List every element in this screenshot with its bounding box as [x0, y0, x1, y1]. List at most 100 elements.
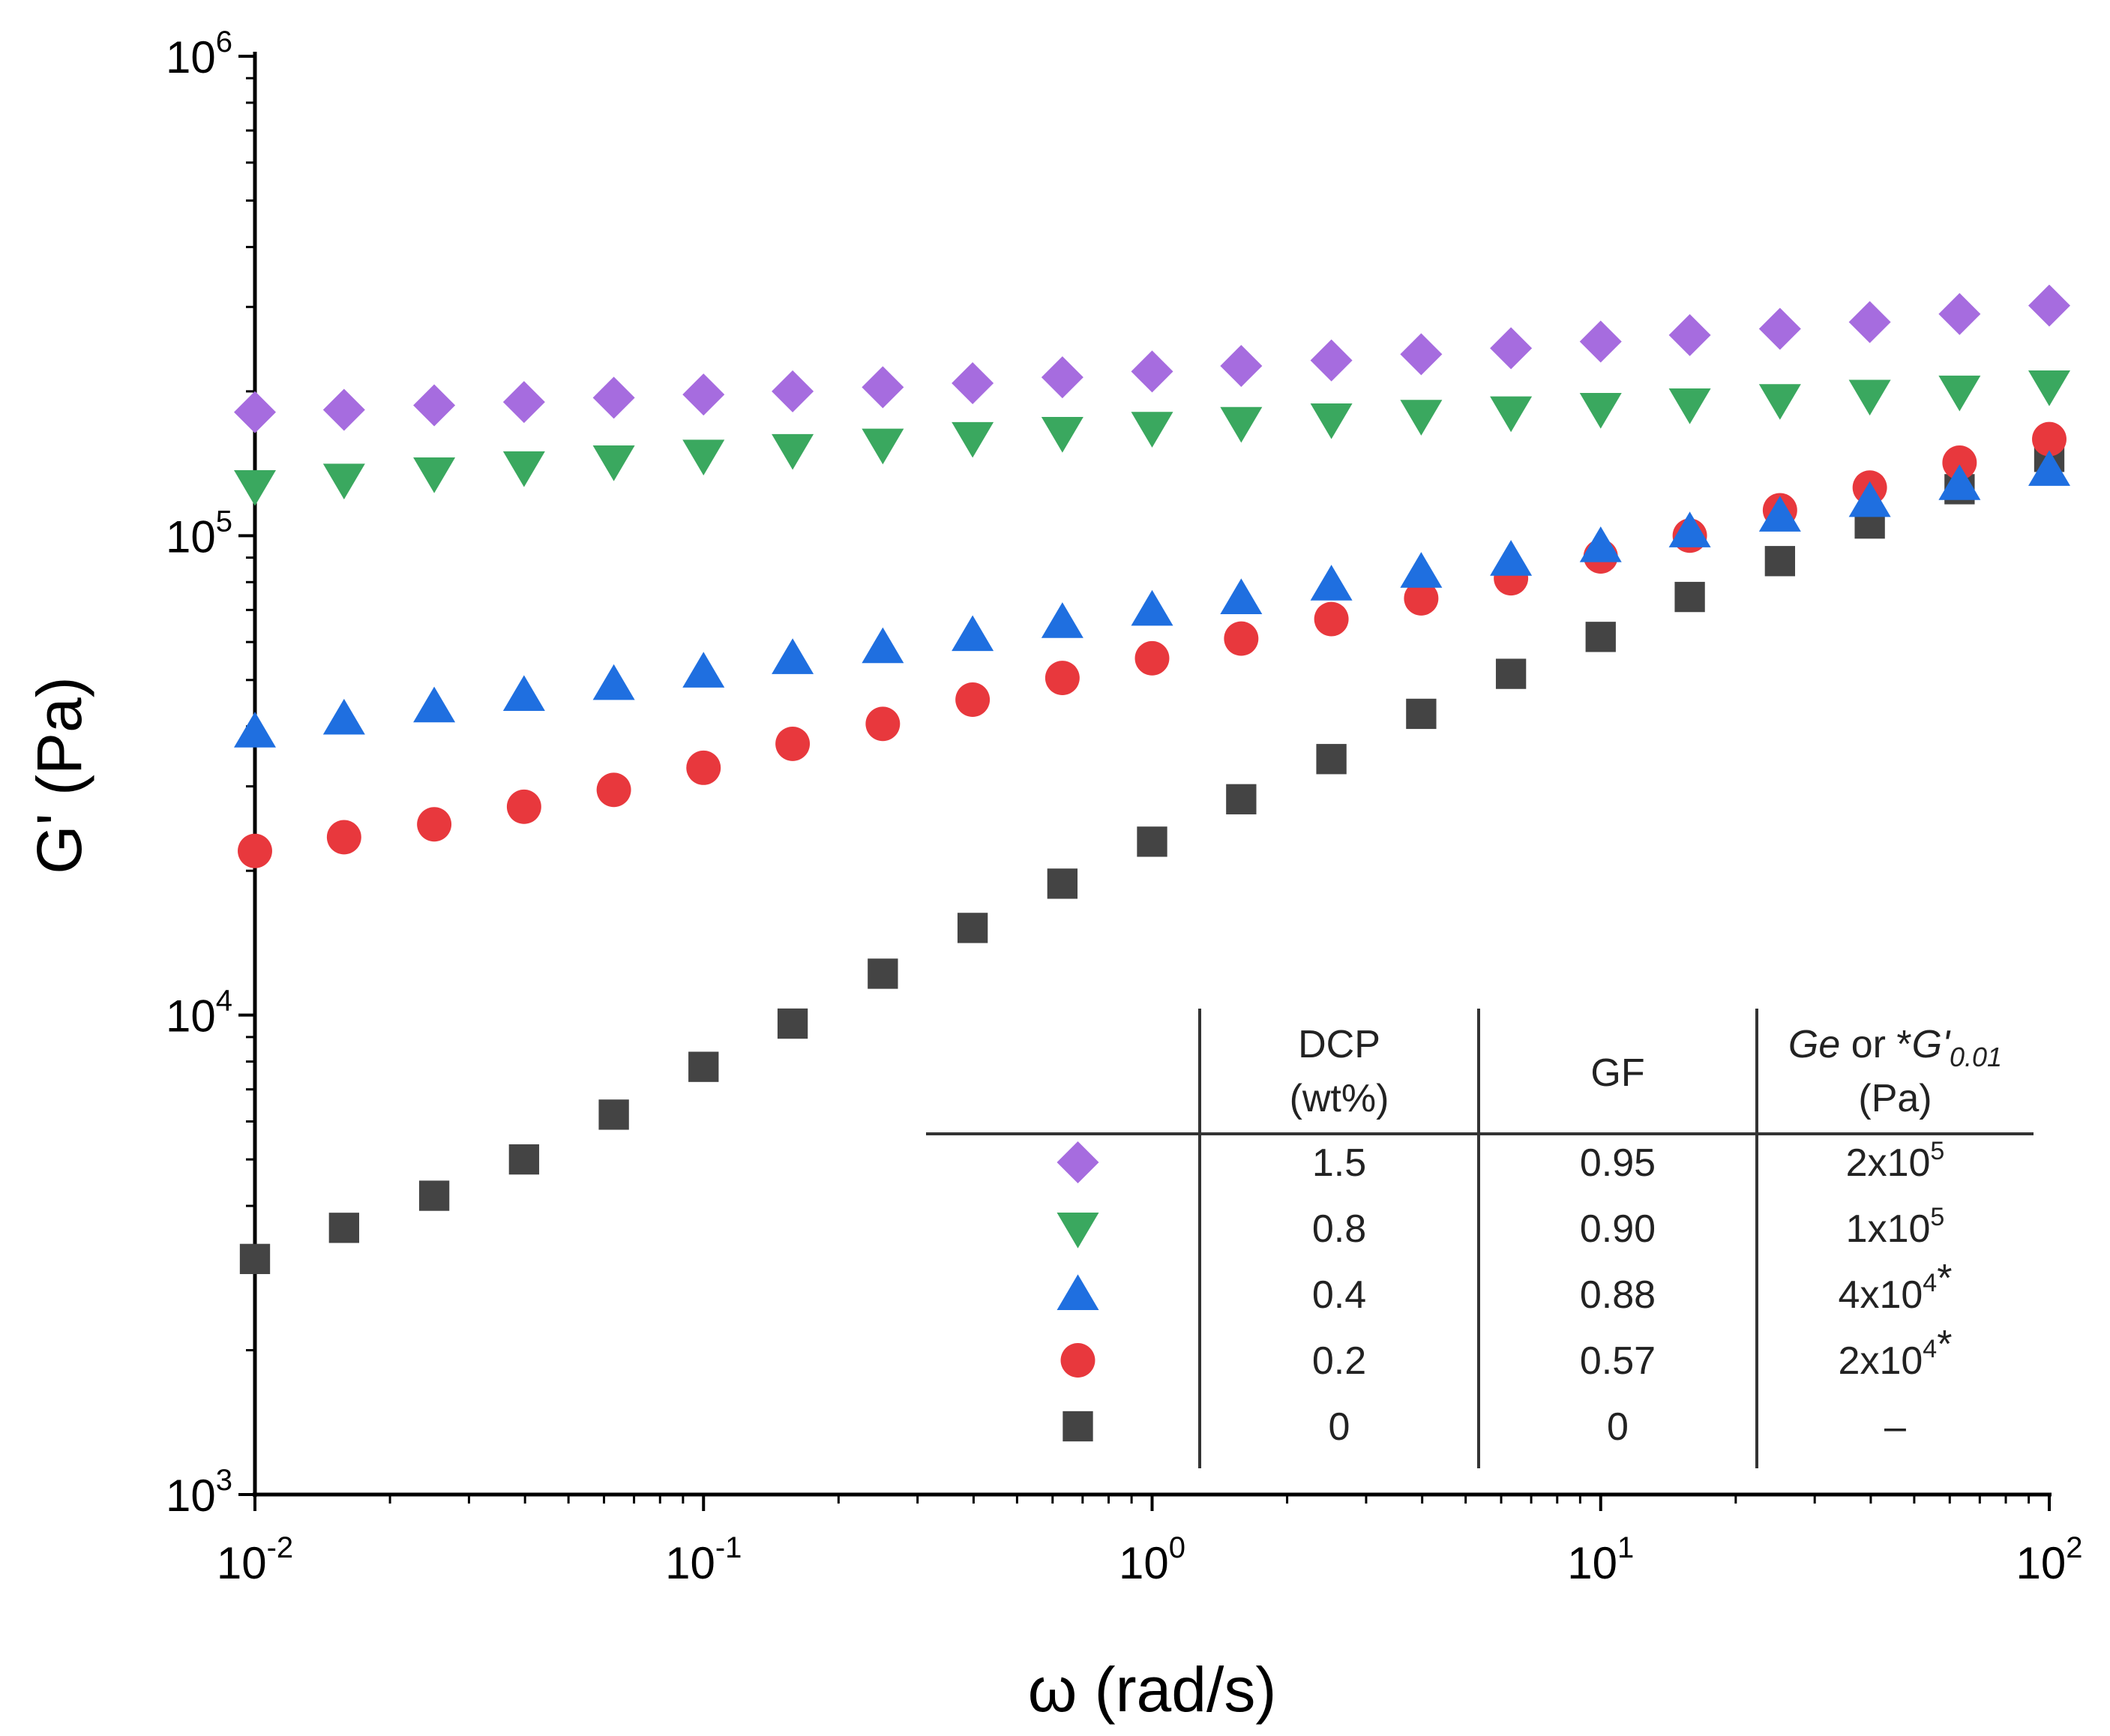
data-point: [1220, 578, 1263, 614]
data-point: [508, 1144, 540, 1175]
data-point: [1400, 400, 1443, 436]
data-point: [1041, 416, 1083, 453]
data-point: [234, 469, 276, 506]
series-circle: [238, 421, 2067, 868]
table-row: 0.8 0.90 1x105: [1056, 1203, 1945, 1251]
data-point: [1131, 350, 1173, 393]
data-point: [234, 391, 276, 433]
y-tick-label: 105: [166, 505, 232, 562]
data-point: [1848, 301, 1891, 343]
cell-dcp: 0: [1329, 1405, 1350, 1449]
data-point: [952, 615, 994, 652]
x-tick-label: 100: [1119, 1531, 1185, 1588]
legend-marker: [1062, 1411, 1093, 1442]
cell-ge: 2x105: [1846, 1137, 1945, 1185]
data-point: [1490, 327, 1533, 370]
data-point: [1041, 602, 1083, 638]
data-point: [868, 958, 898, 989]
y-axis-title: G' (Pa): [24, 676, 94, 874]
series-triangle-down: [234, 370, 2070, 506]
data-point: [1758, 307, 1801, 350]
data-point: [1758, 384, 1801, 420]
data-point: [1404, 580, 1439, 616]
data-point: [865, 706, 901, 742]
data-point: [1579, 526, 1622, 562]
data-point: [772, 370, 814, 412]
cell-gf: 0.90: [1580, 1207, 1656, 1251]
data-point: [1220, 344, 1263, 387]
axes: 10-2 10-1 100 101 102 103 104 105 106: [166, 25, 2083, 1588]
data-point: [952, 421, 994, 458]
data-point: [862, 366, 904, 409]
data-point: [592, 445, 635, 481]
data-point: [1220, 406, 1263, 443]
data-point: [322, 463, 365, 499]
y-tick-label: 103: [166, 1464, 232, 1521]
legend-marker: [1056, 1274, 1099, 1310]
data-point: [1579, 393, 1622, 429]
legend-table: DCP (wt%) GF Ge or *G'0.01 (Pa) 1.5 0.95 2x105 0…: [926, 1009, 2034, 1468]
data-point: [413, 457, 456, 493]
data-points: [234, 284, 2070, 1275]
data-point: [952, 361, 994, 404]
data-point: [1848, 379, 1891, 416]
data-point: [1316, 744, 1347, 775]
data-point: [2028, 370, 2070, 406]
data-point: [1495, 658, 1527, 689]
data-point: [1585, 622, 1616, 652]
data-point: [862, 428, 904, 465]
series-diamond: [234, 284, 2070, 433]
x-tick-label: 102: [2016, 1531, 2083, 1588]
data-point: [2028, 450, 2070, 486]
data-point: [1942, 445, 1977, 480]
cell-gf: 0.57: [1580, 1339, 1656, 1383]
cell-ge: –: [1884, 1405, 1906, 1449]
data-point: [418, 1180, 450, 1211]
data-point: [2032, 421, 2067, 457]
data-point: [688, 1051, 719, 1082]
header-dcp: DCP: [1298, 1023, 1380, 1066]
cell-dcp: 0.2: [1312, 1339, 1366, 1383]
data-point: [772, 638, 814, 674]
data-point: [326, 820, 361, 855]
cell-ge: 2x104*: [1839, 1323, 1953, 1383]
data-point: [1579, 320, 1622, 363]
x-tick-label: 101: [1567, 1531, 1634, 1588]
data-point: [682, 373, 725, 416]
data-point: [775, 726, 811, 761]
cell-gf: 0.88: [1580, 1273, 1656, 1317]
legend-marker: [1056, 1141, 1099, 1183]
data-point: [957, 913, 988, 943]
series-triangle-up: [234, 450, 2070, 748]
data-point: [1490, 396, 1533, 433]
data-point: [322, 698, 365, 735]
data-point: [598, 1099, 629, 1130]
data-point: [506, 789, 541, 824]
data-point: [1400, 333, 1443, 376]
data-point: [1134, 640, 1170, 676]
legend-marker: [1060, 1343, 1095, 1378]
y-tick-label: 106: [166, 25, 232, 82]
series-square: [239, 442, 2065, 1275]
table-row: 1.5 0.95 2x105: [1056, 1137, 1945, 1185]
data-point: [1314, 601, 1349, 637]
header-ge-unit: (Pa): [1858, 1077, 1932, 1120]
data-point: [328, 1213, 360, 1243]
data-point: [1310, 403, 1353, 439]
cell-gf: 0.95: [1580, 1141, 1656, 1185]
data-point: [592, 376, 635, 419]
data-point: [686, 750, 721, 785]
cell-ge: 1x105: [1846, 1203, 1945, 1251]
data-point: [777, 1008, 808, 1039]
data-point: [1764, 546, 1796, 577]
data-point: [322, 388, 365, 431]
data-point: [1224, 621, 1259, 656]
cell-dcp: 0.4: [1312, 1273, 1366, 1317]
data-point: [1938, 375, 1981, 412]
data-point: [955, 682, 991, 717]
data-point: [682, 652, 725, 688]
table-row: 0.2 0.57 2x104*: [1060, 1323, 1953, 1383]
data-point: [682, 439, 725, 475]
x-tick-label: 10-2: [217, 1531, 293, 1588]
data-point: [1226, 784, 1257, 814]
